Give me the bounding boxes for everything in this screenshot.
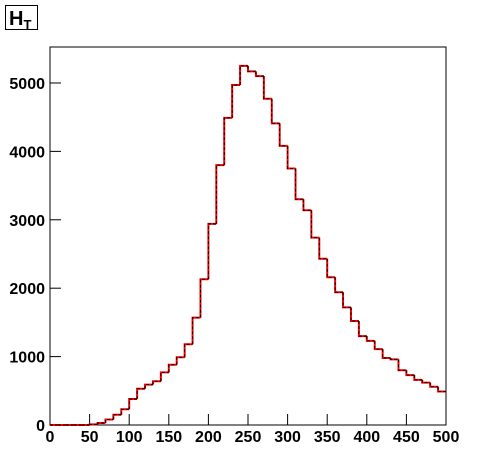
histogram-step bbox=[270, 98, 280, 125]
histogram-step bbox=[397, 359, 407, 371]
histogram-step bbox=[382, 349, 391, 359]
histogram-step bbox=[263, 76, 272, 100]
histogram-step bbox=[310, 210, 320, 239]
histogram-step bbox=[192, 317, 201, 345]
title-box bbox=[5, 5, 38, 30]
x-tick-label: 450 bbox=[393, 429, 420, 446]
histogram-step bbox=[97, 422, 106, 425]
x-tick-label: 500 bbox=[433, 429, 460, 446]
y-tick-label: 4000 bbox=[9, 144, 45, 161]
chart-title: HT bbox=[9, 8, 31, 32]
histogram-step bbox=[334, 277, 344, 293]
histogram-step bbox=[120, 408, 130, 415]
title-main: H bbox=[9, 8, 23, 30]
histogram-step bbox=[302, 199, 312, 211]
histogram-step bbox=[144, 384, 153, 389]
histogram-step bbox=[128, 398, 138, 410]
histogram-step bbox=[318, 237, 328, 260]
histogram-step bbox=[342, 292, 351, 308]
histogram-step bbox=[247, 65, 256, 72]
x-tick-label: 200 bbox=[195, 429, 222, 446]
x-tick-label: 300 bbox=[274, 429, 301, 446]
histogram-step bbox=[390, 357, 399, 360]
x-tick-label: 150 bbox=[155, 429, 182, 446]
histogram-step bbox=[405, 370, 415, 376]
x-tick-label: 400 bbox=[353, 429, 380, 446]
histogram-step bbox=[136, 388, 146, 400]
histogram-step bbox=[160, 371, 169, 382]
y-tick-label: 3000 bbox=[9, 213, 45, 230]
histogram-step bbox=[374, 340, 383, 350]
histogram-step bbox=[184, 343, 193, 358]
title-subscript: T bbox=[23, 17, 31, 32]
histogram-step bbox=[255, 71, 264, 77]
histogram-step bbox=[168, 364, 177, 373]
x-tick-label: 100 bbox=[116, 429, 143, 446]
histogram-step bbox=[295, 168, 304, 200]
x-tick-label: 50 bbox=[81, 429, 99, 446]
histogram-step bbox=[223, 117, 233, 166]
histogram-step bbox=[89, 423, 98, 425]
x-tick-label: 0 bbox=[46, 429, 55, 446]
histogram-step bbox=[112, 414, 122, 420]
y-tick-label: 1000 bbox=[9, 350, 45, 367]
histogram-step bbox=[358, 321, 367, 337]
histogram-step bbox=[429, 382, 439, 388]
histogram-step bbox=[152, 380, 161, 385]
histogram-step bbox=[239, 65, 248, 86]
histogram-step bbox=[199, 278, 209, 318]
x-tick-label: 250 bbox=[235, 429, 262, 446]
histogram-step bbox=[366, 336, 375, 342]
x-tick-label: 350 bbox=[314, 429, 341, 446]
histogram-step bbox=[279, 123, 288, 147]
histogram-step bbox=[231, 84, 241, 118]
histogram-step bbox=[215, 164, 225, 224]
histogram-step bbox=[437, 386, 446, 392]
histogram-step bbox=[421, 379, 431, 384]
histogram-step bbox=[104, 419, 114, 423]
histogram-step bbox=[326, 258, 336, 278]
histogram-step bbox=[207, 223, 217, 280]
histogram-step bbox=[176, 356, 185, 365]
y-tick-label: 2000 bbox=[9, 281, 45, 298]
histogram-step bbox=[413, 375, 423, 381]
histogram-step bbox=[349, 307, 359, 323]
y-tick-label: 0 bbox=[36, 418, 45, 435]
histogram-step bbox=[287, 145, 296, 169]
y-tick-label: 5000 bbox=[9, 76, 45, 93]
